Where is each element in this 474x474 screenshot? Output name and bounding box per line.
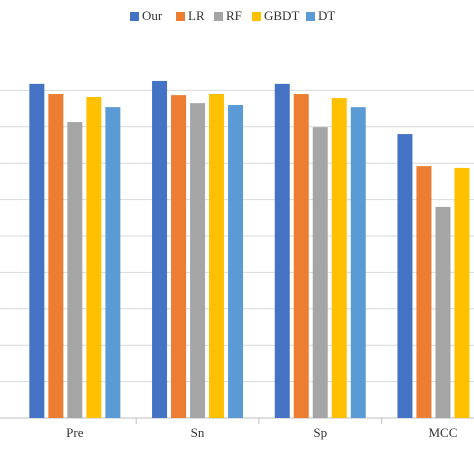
legend-swatch bbox=[130, 12, 139, 21]
bar bbox=[105, 107, 121, 419]
bar bbox=[228, 104, 244, 419]
bar bbox=[152, 80, 168, 418]
bar bbox=[171, 95, 187, 418]
bar bbox=[86, 96, 102, 419]
bar bbox=[190, 103, 206, 418]
bar bbox=[312, 127, 328, 418]
bar bbox=[29, 83, 45, 419]
bar bbox=[397, 134, 413, 418]
x-tick-label: Sp bbox=[313, 425, 327, 440]
bar bbox=[331, 98, 347, 418]
bar bbox=[293, 94, 309, 418]
legend-label: GBDT bbox=[264, 8, 299, 23]
x-tick-label: Pre bbox=[66, 425, 84, 440]
legend-swatch bbox=[176, 12, 185, 21]
legend-label: RF bbox=[226, 8, 242, 23]
bar bbox=[209, 94, 225, 418]
legend-swatch bbox=[252, 12, 261, 21]
bar bbox=[435, 206, 451, 418]
bar bbox=[48, 94, 64, 418]
x-tick-label: Sn bbox=[191, 425, 205, 440]
bar bbox=[274, 83, 290, 419]
legend-label: DT bbox=[318, 8, 335, 23]
bar bbox=[416, 166, 432, 418]
x-tick-label: MCC bbox=[428, 425, 457, 440]
legend-swatch bbox=[306, 12, 315, 21]
legend-swatch bbox=[214, 12, 223, 21]
bar bbox=[350, 107, 366, 419]
legend-label: LR bbox=[188, 8, 205, 23]
bar bbox=[67, 122, 83, 419]
legend-label: Our bbox=[142, 8, 163, 23]
bar bbox=[454, 167, 470, 418]
